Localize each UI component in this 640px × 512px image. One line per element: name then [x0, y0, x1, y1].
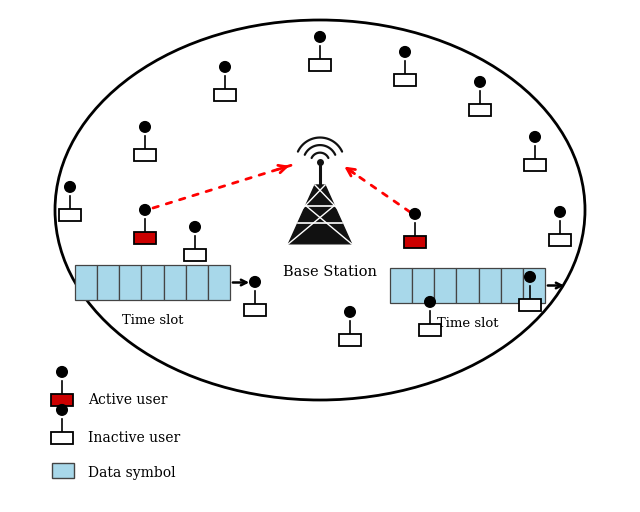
Bar [468, 104, 492, 116]
Bar [164, 265, 186, 300]
Circle shape [220, 61, 230, 72]
Bar [184, 249, 206, 261]
Bar [523, 268, 545, 303]
Bar [404, 236, 426, 248]
Bar [419, 324, 441, 336]
Text: Data symbol: Data symbol [88, 466, 175, 480]
Circle shape [140, 205, 150, 215]
Bar [548, 234, 571, 246]
Circle shape [475, 77, 485, 87]
Circle shape [399, 47, 410, 57]
Bar [51, 394, 73, 406]
Circle shape [345, 307, 355, 317]
Circle shape [140, 122, 150, 132]
Circle shape [525, 271, 535, 282]
Bar [134, 149, 156, 161]
Bar [390, 268, 412, 303]
Circle shape [250, 276, 260, 287]
Circle shape [189, 222, 200, 232]
Bar [141, 265, 164, 300]
Bar [412, 268, 435, 303]
Text: Time slot: Time slot [436, 317, 499, 330]
Bar [519, 299, 541, 311]
Bar [479, 268, 500, 303]
Bar [134, 232, 156, 244]
Bar [524, 159, 546, 171]
Bar [119, 265, 141, 300]
Circle shape [410, 208, 420, 219]
Circle shape [555, 207, 565, 217]
Circle shape [315, 32, 325, 42]
Bar [59, 209, 81, 221]
Circle shape [57, 367, 67, 377]
Bar [75, 265, 97, 300]
Text: Time slot: Time slot [122, 314, 183, 327]
Bar [214, 89, 236, 101]
Bar [208, 265, 230, 300]
Bar [52, 463, 74, 478]
Circle shape [57, 404, 67, 415]
Bar [51, 432, 73, 444]
Text: Inactive user: Inactive user [88, 431, 180, 445]
Polygon shape [289, 185, 351, 244]
Bar [435, 268, 456, 303]
Bar [186, 265, 208, 300]
Bar [244, 304, 266, 316]
Bar [456, 268, 479, 303]
Bar [500, 268, 523, 303]
Bar [339, 334, 361, 346]
Bar [97, 265, 119, 300]
Circle shape [65, 182, 76, 192]
Circle shape [530, 132, 540, 142]
Text: Base Station: Base Station [283, 265, 377, 279]
Bar [309, 59, 332, 71]
Circle shape [425, 296, 435, 307]
Bar [394, 74, 416, 86]
Text: Active user: Active user [88, 393, 168, 407]
